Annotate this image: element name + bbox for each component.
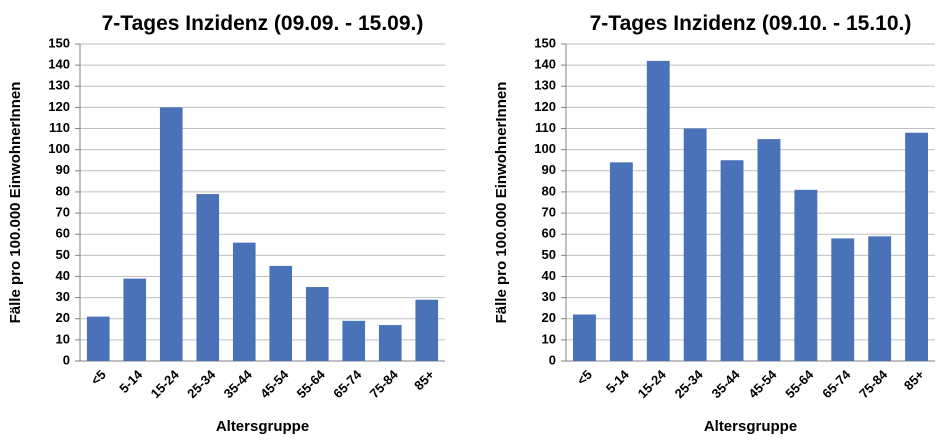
y-tick-label: 20 <box>56 310 70 325</box>
bar <box>646 60 670 361</box>
y-tick-label: 30 <box>56 289 70 304</box>
bar <box>159 107 183 362</box>
bar <box>415 299 439 361</box>
x-tick-label: 35-44 <box>708 366 743 401</box>
chart-title: 7-Tages Inzidenz (09.10. - 15.10.) <box>590 12 912 35</box>
y-tick-label: 50 <box>56 247 70 262</box>
bar <box>123 278 147 361</box>
y-tick-label: 150 <box>48 35 70 50</box>
y-tick-label: 150 <box>534 35 556 50</box>
x-tick-label: 85+ <box>901 367 927 393</box>
x-tick-label: 45-54 <box>745 366 780 401</box>
bar <box>794 189 818 361</box>
y-tick-label: 0 <box>549 352 556 367</box>
y-tick-label: 40 <box>542 268 556 283</box>
bar <box>573 314 596 361</box>
x-tick-label: 75-84 <box>367 366 402 401</box>
y-tick-label: 10 <box>56 331 70 346</box>
x-axis-label: Altersgruppe <box>704 418 797 435</box>
y-tick-label: 110 <box>49 120 70 135</box>
bar <box>831 238 855 361</box>
y-tick-label: 50 <box>542 247 556 262</box>
bar <box>609 162 633 361</box>
y-tick-label: 130 <box>48 78 70 93</box>
y-tick-label: 80 <box>56 183 70 198</box>
x-tick-label: 35-44 <box>221 366 256 401</box>
y-tick-label: 120 <box>48 99 70 114</box>
y-tick-label: 80 <box>542 183 556 198</box>
bar <box>683 128 707 361</box>
y-tick-label: 0 <box>63 352 70 367</box>
bar <box>269 265 293 361</box>
y-tick-label: 60 <box>542 226 556 241</box>
y-tick-label: 100 <box>48 141 70 156</box>
y-tick-label: 40 <box>56 268 70 283</box>
bar <box>232 242 256 361</box>
x-tick-label: 5-14 <box>603 366 633 396</box>
x-tick-label: 15-24 <box>635 366 670 401</box>
bar <box>868 236 892 361</box>
x-tick-label: 65-74 <box>819 366 854 401</box>
bar <box>720 160 744 361</box>
y-tick-label: 120 <box>534 99 556 114</box>
x-tick-label: 45-54 <box>257 366 292 401</box>
y-tick-label: 90 <box>56 162 70 177</box>
bar <box>905 132 928 361</box>
y-tick-label: 20 <box>542 310 556 325</box>
x-tick-label: 25-34 <box>672 366 707 401</box>
y-tick-label: 10 <box>542 331 556 346</box>
x-tick-label: 25-34 <box>184 366 219 401</box>
y-tick-label: 110 <box>535 120 556 135</box>
y-tick-label: 140 <box>48 57 70 72</box>
y-tick-label: 30 <box>542 289 556 304</box>
bar <box>86 316 110 361</box>
y-tick-label: 60 <box>56 226 70 241</box>
bar <box>757 139 781 361</box>
y-tick-label: 70 <box>56 205 70 220</box>
y-axis-label: Fälle pro 100.000 EinwohnerInnen <box>7 82 24 324</box>
bar <box>305 287 329 361</box>
x-tick-label: <5 <box>574 367 595 388</box>
x-tick-label: 75-84 <box>856 366 891 401</box>
x-tick-label: 55-64 <box>782 366 817 401</box>
x-tick-label: 55-64 <box>294 366 329 401</box>
y-tick-label: 70 <box>542 205 556 220</box>
y-tick-label: 90 <box>542 162 556 177</box>
y-tick-label: 130 <box>534 78 556 93</box>
bar <box>196 194 220 361</box>
y-axis-label: Fälle pro 100.000 EinwohnerInnen <box>493 82 510 324</box>
x-axis-label: Altersgruppe <box>216 418 309 435</box>
bar <box>342 320 366 361</box>
x-tick-label: 5-14 <box>116 366 146 396</box>
chart-title: 7-Tages Inzidenz (09.09. - 15.09.) <box>102 12 424 35</box>
x-tick-label: 65-74 <box>330 366 365 401</box>
x-tick-label: 15-24 <box>148 366 183 401</box>
y-tick-label: 100 <box>534 141 556 156</box>
bar <box>378 325 402 361</box>
x-tick-label: <5 <box>88 367 109 388</box>
x-tick-label: 85+ <box>411 367 437 393</box>
y-tick-label: 140 <box>534 57 556 72</box>
